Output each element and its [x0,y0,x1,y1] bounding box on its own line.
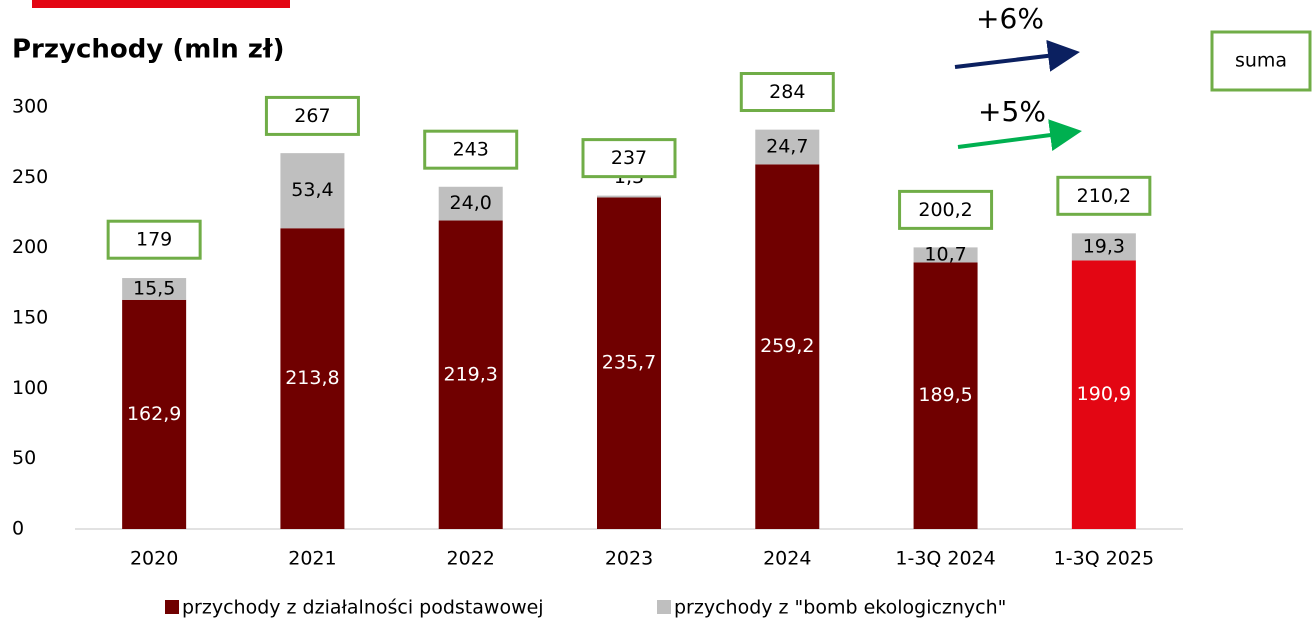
y-tick-label: 200 [12,236,48,258]
bar-segment [438,220,503,529]
y-tick-label: 100 [12,377,48,399]
value-label: 24,7 [766,136,808,158]
legend-label: przychody z "bomb ekologicznych" [674,597,1006,619]
arrow [957,119,1082,151]
legend-label: suma [1235,50,1287,72]
bar-segment [755,164,820,529]
value-label: 189,5 [918,384,972,406]
x-tick-label: 2021 [288,548,336,570]
chart-title: Przychody (mln zł) [12,35,284,65]
bar-segment [597,195,661,198]
value-label: 10,7 [924,243,966,265]
value-label: 259,2 [760,335,814,357]
total-label: 237 [611,147,647,169]
y-tick-label: 0 [12,518,24,540]
value-label: 235,7 [602,352,656,374]
y-tick-label: 50 [12,447,36,469]
y-tick-label: 300 [12,96,48,118]
bar-segment [1071,260,1136,529]
value-label: 19,3 [1083,235,1125,257]
x-tick-label: 2022 [447,548,495,570]
value-label: 53,4 [291,179,333,201]
total-box [898,189,994,230]
arrow [954,39,1080,72]
x-tick-label: 2020 [130,548,178,570]
total-label: 210,2 [1077,185,1131,207]
y-tick-label: 250 [12,166,48,188]
legend-box [1210,30,1312,92]
total-label: 200,2 [918,199,972,221]
total-box [106,219,202,260]
bar-segment [913,247,978,263]
value-label: 162,9 [127,403,181,425]
total-label: 267 [294,105,330,127]
value-label: 15,5 [133,277,175,299]
value-label: 190,9 [1077,383,1131,405]
x-tick-label: 1-3Q 2024 [895,548,995,570]
legend-swatch [165,600,179,614]
value-label: 213,8 [285,367,339,389]
total-label: 179 [136,229,172,251]
total-label: 243 [453,139,489,161]
value-label: 24,0 [450,192,492,214]
total-box [581,138,677,179]
bar-segment [1071,233,1136,261]
x-tick-label: 1-3Q 2025 [1054,548,1154,570]
x-tick-label: 2023 [605,548,653,570]
bar-segment [597,197,661,529]
bar-segment [913,262,978,529]
bar-segment [755,129,820,165]
accent-bar [32,0,290,8]
y-tick-label: 150 [12,307,48,329]
bar-segment [280,153,345,229]
total-box [739,72,835,113]
value-label: 219,3 [444,363,498,385]
total-label: 284 [769,81,805,103]
legend-label: przychody z działalności podstawowej [182,597,544,619]
annotation: +6% [976,2,1044,35]
bar-segment [280,228,345,529]
legend-swatch [657,600,671,614]
bar-segment [438,186,503,221]
annotation: +5% [978,95,1046,128]
bar-segment [122,278,187,300]
total-box [264,95,360,136]
total-box [1056,175,1152,216]
x-tick-label: 2024 [763,548,811,570]
bar-segment [122,299,187,529]
total-box [423,129,519,170]
